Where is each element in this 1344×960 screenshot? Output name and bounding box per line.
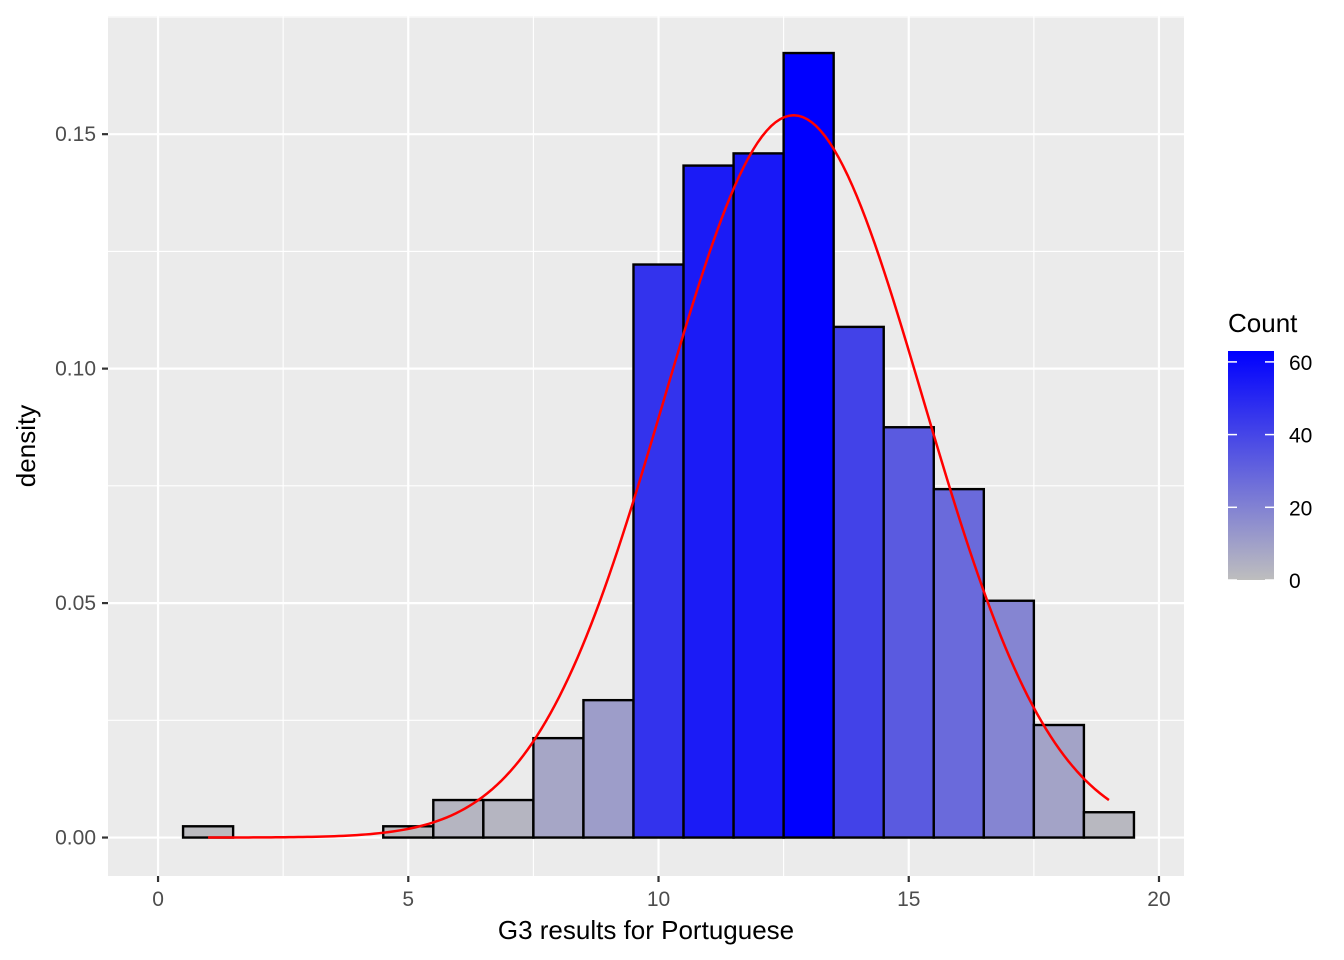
y-tick-label: 0.15 [55, 123, 96, 146]
x-tick-label: 0 [152, 888, 164, 911]
histogram-bar [882, 426, 935, 839]
histogram-bar [582, 698, 635, 839]
legend-title: Count [1228, 308, 1298, 338]
histogram-bar [1082, 811, 1136, 839]
y-tick-label: 0.00 [55, 827, 96, 850]
legend-colorbar [1228, 351, 1274, 580]
histogram-bar [732, 152, 785, 839]
x-tick-label: 5 [402, 888, 414, 911]
density-curve-line [208, 114, 1110, 839]
histogram-bar [1032, 723, 1086, 839]
x-tick-label: 15 [897, 888, 920, 911]
x-axis-ticks: 0 5 10 15 20 [152, 876, 1171, 911]
histogram-bar [982, 599, 1036, 839]
histogram-bar [532, 736, 585, 839]
histogram-bar [632, 263, 685, 839]
histogram-bar [482, 798, 535, 839]
y-tick-label: 0.10 [55, 358, 96, 381]
legend: Count 0 20 40 60 [1228, 308, 1312, 593]
histogram-bar [832, 325, 885, 839]
legend-ticks: 0 20 40 60 [1228, 352, 1312, 593]
histogram-bars [181, 51, 1136, 839]
legend-tick-label: 60 [1289, 352, 1312, 375]
histogram-bar [181, 825, 235, 839]
y-tick-label: 0.05 [55, 592, 96, 615]
legend-tick-label: 0 [1289, 570, 1301, 593]
legend-tick-label: 40 [1289, 425, 1312, 448]
legend-tick-label: 20 [1289, 497, 1312, 520]
x-tick-label: 20 [1147, 888, 1170, 911]
histogram-bar [932, 487, 986, 839]
x-axis-title: G3 results for Portuguese [498, 915, 794, 945]
histogram-bar [782, 51, 835, 839]
histogram-bar [682, 164, 735, 839]
x-tick-label: 10 [647, 888, 670, 911]
y-axis-ticks: 0.00 0.05 0.10 0.15 [55, 123, 108, 850]
y-axis-title: density [11, 405, 41, 487]
